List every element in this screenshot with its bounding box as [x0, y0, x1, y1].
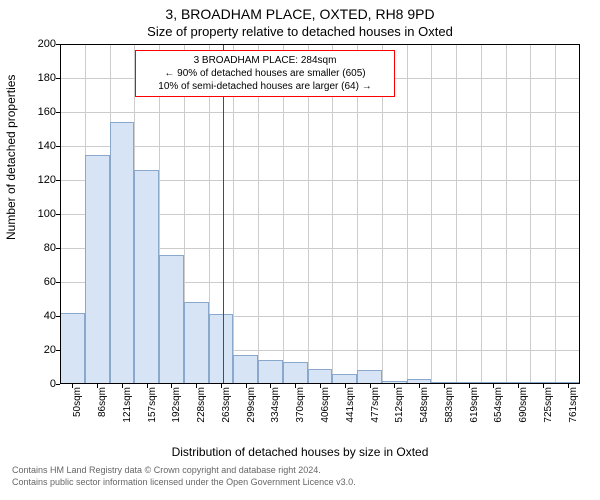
histogram-bar: [184, 302, 209, 384]
histogram-bar: [209, 314, 234, 384]
x-tick-label: 121sqm: [122, 387, 133, 423]
y-tick-mark: [56, 350, 60, 351]
x-tick-label: 654sqm: [493, 387, 504, 423]
x-tick-mark: [320, 384, 321, 388]
gridline-v: [456, 44, 457, 384]
y-tick-label: 20: [44, 344, 56, 356]
y-tick-mark: [56, 44, 60, 45]
y-tick-label: 40: [44, 310, 56, 322]
annotation-line-2: ← 90% of detached houses are smaller (60…: [142, 67, 388, 80]
histogram-bar: [258, 360, 283, 384]
x-tick-label: 512sqm: [394, 387, 405, 423]
x-tick-label: 228sqm: [196, 387, 207, 423]
y-tick-label: 100: [38, 208, 56, 220]
y-tick-mark: [56, 112, 60, 113]
x-tick-label: 50sqm: [72, 387, 83, 417]
x-tick-mark: [196, 384, 197, 388]
x-tick-mark: [295, 384, 296, 388]
footer-line-2: Contains public sector information licen…: [12, 477, 588, 489]
page-title: 3, BROADHAM PLACE, OXTED, RH8 9PD: [0, 6, 600, 22]
x-tick-label: 86sqm: [97, 387, 108, 417]
gridline-v: [506, 44, 507, 384]
plot-area: 02040608010012014016018020050sqm86sqm121…: [60, 44, 580, 384]
y-tick-mark: [56, 248, 60, 249]
y-tick-label: 160: [38, 106, 56, 118]
x-tick-mark: [543, 384, 544, 388]
x-tick-label: 619sqm: [469, 387, 480, 423]
y-tick-label: 60: [44, 276, 56, 288]
histogram-bar: [332, 374, 357, 384]
x-tick-label: 299sqm: [246, 387, 257, 423]
y-tick-label: 80: [44, 242, 56, 254]
x-tick-label: 263sqm: [221, 387, 232, 423]
x-tick-label: 334sqm: [270, 387, 281, 423]
x-tick-label: 370sqm: [295, 387, 306, 423]
histogram-bar: [308, 369, 333, 384]
x-tick-mark: [518, 384, 519, 388]
x-tick-label: 725sqm: [543, 387, 554, 423]
x-tick-label: 406sqm: [320, 387, 331, 423]
y-tick-mark: [56, 146, 60, 147]
x-tick-mark: [270, 384, 271, 388]
gridline-h: [60, 146, 580, 147]
y-tick-label: 180: [38, 72, 56, 84]
annotation-box: 3 BROADHAM PLACE: 284sqm← 90% of detache…: [135, 50, 395, 97]
x-tick-mark: [370, 384, 371, 388]
x-tick-mark: [394, 384, 395, 388]
histogram-bar: [110, 122, 135, 384]
gridline-v: [407, 44, 408, 384]
y-tick-label: 120: [38, 174, 56, 186]
y-tick-mark: [56, 78, 60, 79]
x-tick-mark: [221, 384, 222, 388]
histogram-bar: [60, 313, 85, 384]
x-tick-label: 157sqm: [147, 387, 158, 423]
y-tick-label: 140: [38, 140, 56, 152]
annotation-line-3: 10% of semi-detached houses are larger (…: [142, 80, 388, 93]
histogram-bar: [233, 355, 258, 384]
y-tick-mark: [56, 316, 60, 317]
gridline-v: [555, 44, 556, 384]
chart-container: 3, BROADHAM PLACE, OXTED, RH8 9PD Size o…: [0, 0, 600, 500]
x-tick-label: 441sqm: [345, 387, 356, 423]
annotation-line-1: 3 BROADHAM PLACE: 284sqm: [142, 54, 388, 67]
x-tick-mark: [171, 384, 172, 388]
y-axis-label: Number of detached properties: [4, 75, 18, 240]
y-tick-label: 200: [38, 38, 56, 50]
footer-text: Contains HM Land Registry data © Crown c…: [12, 465, 588, 488]
footer-line-1: Contains HM Land Registry data © Crown c…: [12, 465, 588, 477]
gridline-h: [60, 112, 580, 113]
x-tick-mark: [444, 384, 445, 388]
x-tick-mark: [97, 384, 98, 388]
x-tick-label: 192sqm: [171, 387, 182, 423]
y-tick-mark: [56, 180, 60, 181]
x-tick-mark: [469, 384, 470, 388]
x-tick-mark: [246, 384, 247, 388]
x-tick-label: 583sqm: [444, 387, 455, 423]
x-tick-mark: [493, 384, 494, 388]
x-tick-mark: [122, 384, 123, 388]
x-tick-label: 548sqm: [419, 387, 430, 423]
gridline-v: [431, 44, 432, 384]
x-tick-mark: [568, 384, 569, 388]
gridline-v: [530, 44, 531, 384]
y-tick-mark: [56, 384, 60, 385]
x-tick-label: 477sqm: [370, 387, 381, 423]
histogram-bar: [357, 370, 382, 384]
histogram-bar: [283, 362, 308, 384]
x-tick-label: 761sqm: [568, 387, 579, 423]
y-tick-mark: [56, 282, 60, 283]
histogram-bar: [134, 170, 159, 384]
gridline-v: [481, 44, 482, 384]
y-tick-mark: [56, 214, 60, 215]
x-tick-label: 690sqm: [518, 387, 529, 423]
x-axis-label: Distribution of detached houses by size …: [0, 445, 600, 459]
x-tick-mark: [345, 384, 346, 388]
x-tick-mark: [72, 384, 73, 388]
histogram-bar: [85, 155, 110, 385]
x-tick-mark: [147, 384, 148, 388]
histogram-bar: [159, 255, 184, 384]
page-subtitle: Size of property relative to detached ho…: [0, 24, 600, 39]
x-tick-mark: [419, 384, 420, 388]
